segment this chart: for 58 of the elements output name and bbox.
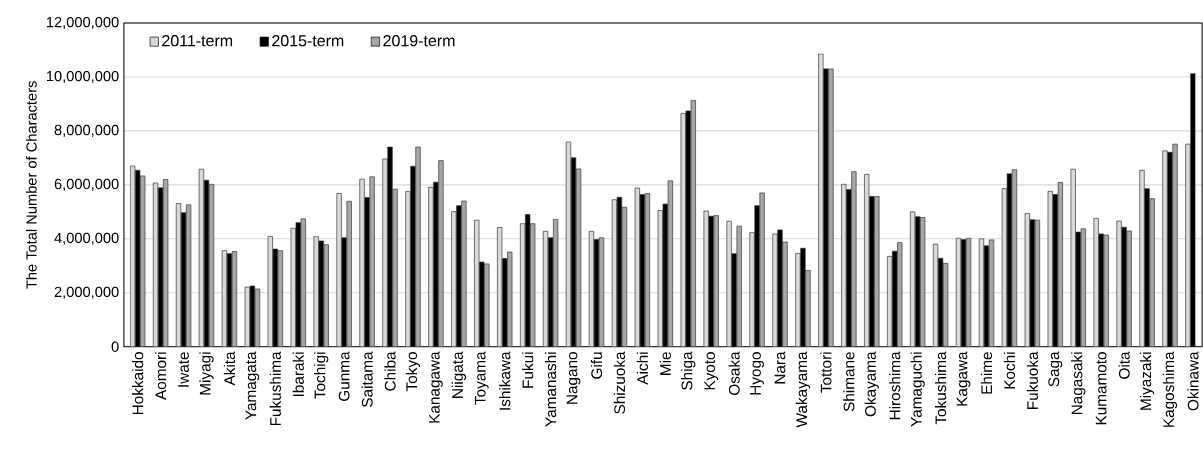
y-tick-label: 4,000,000 [54,232,119,246]
x-tick-label: Gifu [590,352,603,379]
y-tick-label: 6,000,000 [54,178,119,192]
x-tick-label: Kagawa [956,351,971,406]
x-tick-label: Yamanashi [544,352,557,427]
x-tick-label: Niigata [451,351,466,399]
x-tick-label: Saga [1048,351,1063,387]
x-tick-label: Nara [774,351,786,384]
x-tick-label: Okayama [864,351,879,417]
x-tick-label: Aichi [636,352,648,385]
x-tick-label: Nagasaki [1071,352,1086,415]
x-tick-label: Tochigi [314,352,329,399]
x-tick-label: Yamaguchi [910,352,925,427]
x-tick-label: Oita [1118,351,1130,379]
x-tick-label: Fukuoka [1026,351,1038,410]
x-tick-label: Shiga [681,351,696,391]
x-tick-label: Okinawa [1187,351,1199,411]
x-tick-label: Kumamoto [1095,352,1107,425]
x-tick-label: Gunma [338,351,350,402]
x-tick-label: Hiroshima [889,351,901,420]
x-tick-label: Yamagata [245,351,260,420]
x-tick-label: Fukui [522,352,534,388]
legend-label: 2011-term [162,35,233,47]
x-tick-label: Miyazaki [1139,352,1155,410]
x-tick-label: Kyoto [704,352,719,390]
x-tick-label: Tottori [820,352,832,393]
x-tick-label: Fukushima [269,351,281,426]
x-tick-label: Osaka [728,351,740,396]
x-tick-label: Tokyo [405,352,421,392]
x-tick-label: Wakayama [795,351,811,428]
x-tick-label: Ishikawa [499,351,511,410]
x-tick-label: Kochi [1003,352,1016,389]
legend-label: 2015-term [272,35,344,47]
x-tick-label: Hyogo [750,352,764,395]
y-tick-label: 2,000,000 [54,286,119,300]
x-tick-label: Toyama [474,351,489,405]
y-tick-label: 0 [111,341,119,353]
x-tick-label: Shizuoka [613,351,626,414]
x-tick-label: Tokushima [934,351,947,425]
x-tick-label: Mie [659,352,671,376]
x-tick-label: Akita [223,351,236,386]
y-axis-title: The Total Number of Characters [25,81,37,289]
y-tick-label: 12,000,000 [46,17,119,30]
x-tick-label: Ehime [980,352,993,394]
x-tick-label: Kanagawa [429,351,443,423]
x-tick-label: Hokkaido [132,352,144,415]
x-tick-label: Shimane [843,352,855,412]
x-tick-label: Miyagi [199,352,214,395]
x-tick-label: Nagano [566,352,581,405]
x-tick-label: Iwate [178,352,189,387]
y-tick-label: 8,000,000 [54,125,119,138]
legend-label: 2019-term [383,35,455,47]
y-tick-label: 10,000,000 [46,71,119,84]
x-tick-label: Saitama [361,351,373,408]
x-tick-label: Chiba [384,351,396,391]
x-tick-label: Ibaraki [292,352,304,397]
x-tick-label: Kagoshima [1162,351,1178,428]
x-tick-label: Aomori [155,352,167,401]
